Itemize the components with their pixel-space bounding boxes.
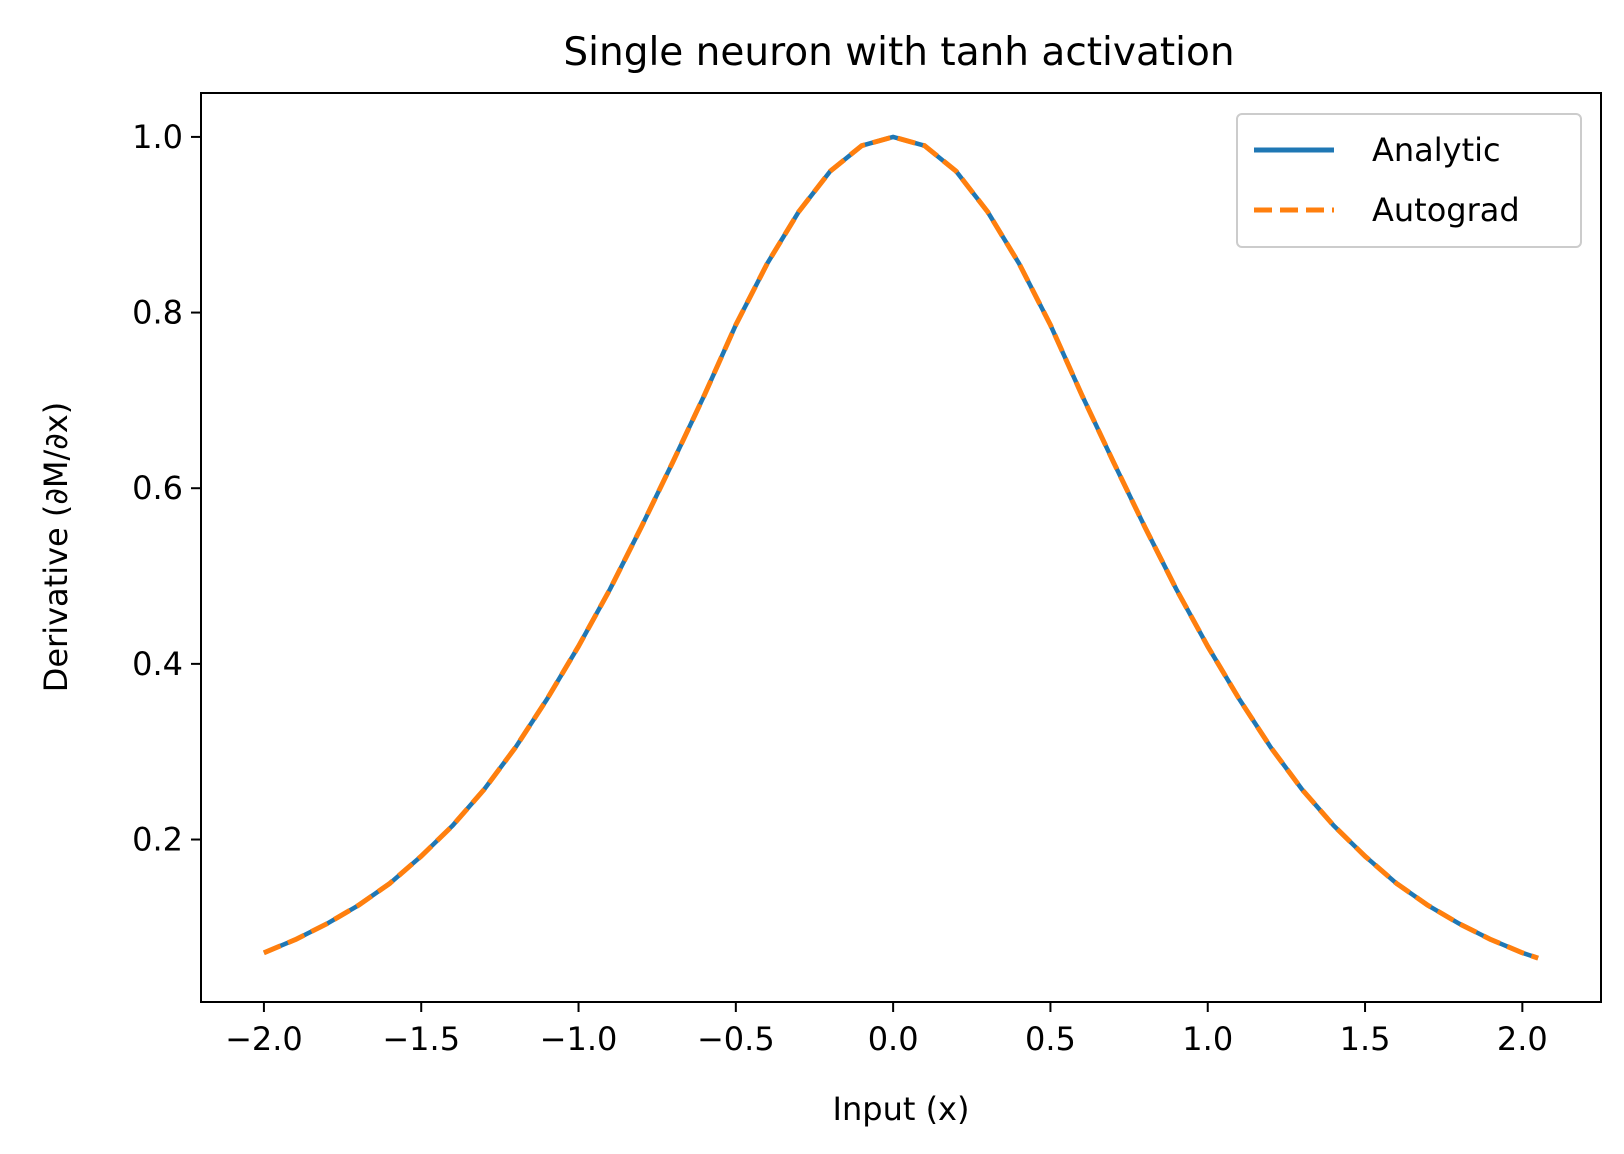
y-tick-label: 0.6: [132, 469, 183, 507]
chart-title: Single neuron with tanh activation: [563, 30, 1234, 75]
y-tick-label: 1.0: [132, 118, 183, 156]
x-axis-label: Input (x): [833, 1090, 970, 1128]
series-layer: [262, 134, 1539, 961]
legend: Analytic Autograd: [1236, 113, 1582, 248]
x-tick-label: −1.5: [382, 1020, 460, 1058]
series-line-analytic: [263, 134, 1539, 961]
y-axis-ticks: 0.2 0.4 0.6 0.8 1.0: [132, 118, 201, 859]
x-tick-label: 0.5: [1025, 1020, 1076, 1058]
x-tick-label: 0.0: [868, 1020, 919, 1058]
series-line-autograd: [262, 134, 1539, 961]
y-tick-label: 0.2: [132, 821, 183, 859]
x-tick-label: 2.0: [1497, 1020, 1548, 1058]
x-tick-label: 1.0: [1182, 1020, 1233, 1058]
legend-label-analytic: Analytic: [1372, 131, 1501, 169]
y-tick-label: 0.8: [132, 294, 183, 332]
y-tick-label: 0.4: [132, 645, 183, 683]
x-tick-label: −0.5: [697, 1020, 775, 1058]
x-tick-label: −1.0: [540, 1020, 618, 1058]
legend-box: [1236, 113, 1582, 248]
x-tick-label: 1.5: [1340, 1020, 1391, 1058]
x-axis-ticks: −2.0 −1.5 −1.0 −0.5 0.0 0.5 1.0 1.5 2.0: [225, 1002, 1548, 1058]
y-axis-label: Derivative (∂M/∂x): [37, 402, 75, 693]
legend-label-autograd: Autograd: [1372, 191, 1520, 229]
x-tick-label: −2.0: [225, 1020, 303, 1058]
plot-frame: [200, 92, 1602, 1003]
